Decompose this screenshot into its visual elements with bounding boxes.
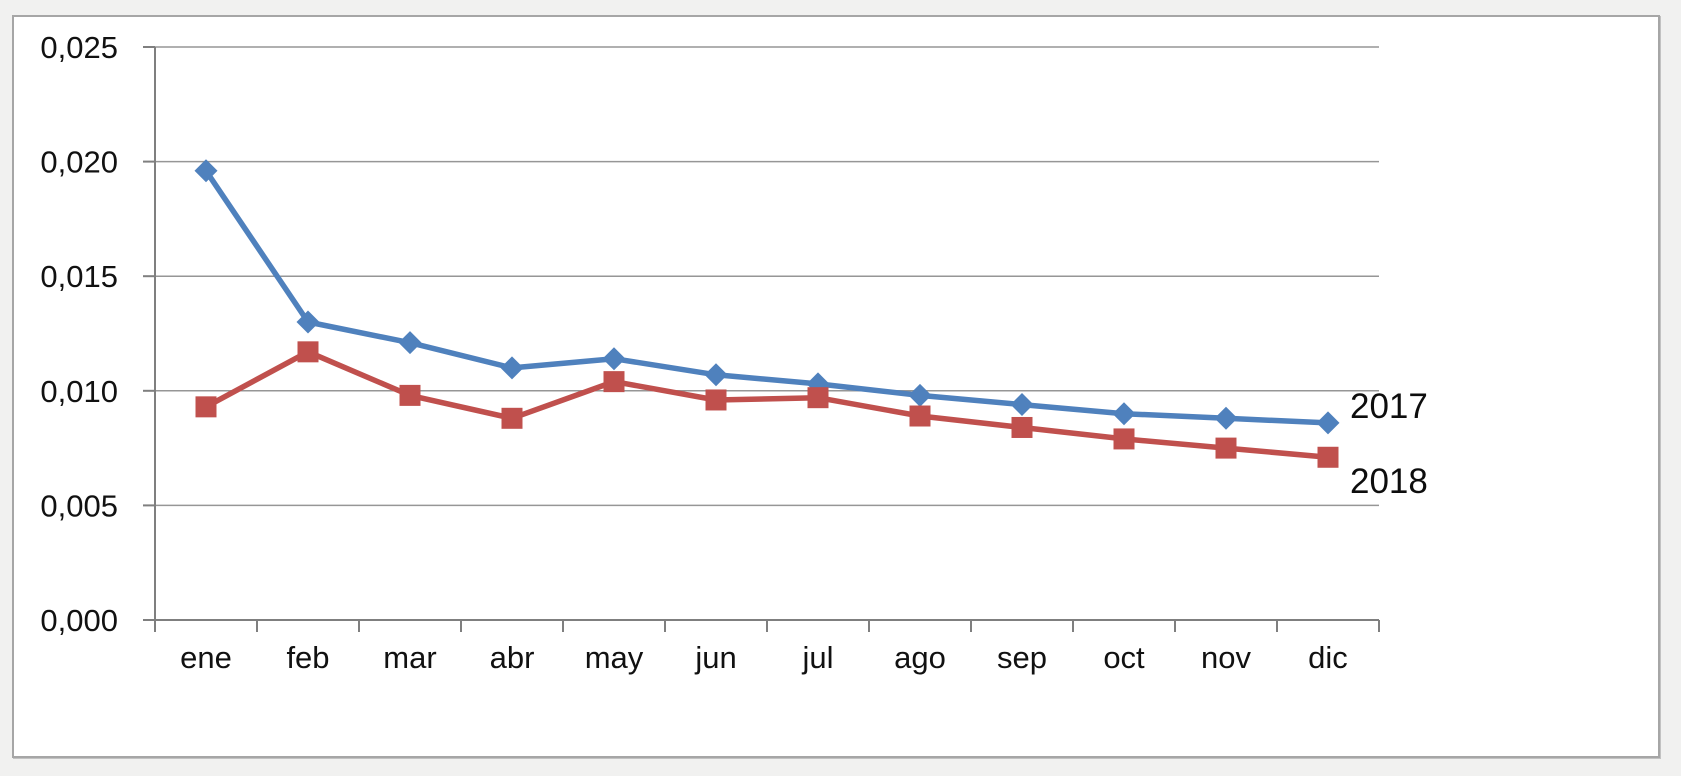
data-point-2017 xyxy=(1316,411,1340,435)
x-tick-label: ene xyxy=(180,640,232,675)
x-tick-label: oct xyxy=(1103,640,1145,675)
x-tick-label: mar xyxy=(383,640,436,675)
y-tick-label: 0,000 xyxy=(40,603,118,638)
data-point-2018 xyxy=(195,396,217,418)
data-point-2018 xyxy=(603,371,625,393)
data-point-2018 xyxy=(1317,446,1339,468)
x-tick-label: ago xyxy=(894,640,946,675)
data-point-2018 xyxy=(909,405,931,427)
data-point-2018 xyxy=(297,341,319,363)
data-point-2017 xyxy=(1214,406,1238,430)
data-point-2018 xyxy=(1011,416,1033,438)
series-label-2018: 2018 xyxy=(1350,462,1428,501)
x-tick-label: nov xyxy=(1201,640,1251,675)
data-point-2018 xyxy=(1113,428,1135,450)
x-tick-label: jun xyxy=(694,640,736,675)
x-tick-label: may xyxy=(585,640,644,675)
data-point-2017 xyxy=(296,310,320,334)
x-tick-label: jul xyxy=(801,640,833,675)
series-label-2017: 2017 xyxy=(1350,387,1428,426)
data-point-2017 xyxy=(1010,393,1034,417)
data-point-2018 xyxy=(501,407,523,429)
y-tick-label: 0,025 xyxy=(40,30,118,65)
y-tick-label: 0,005 xyxy=(40,488,118,523)
series-line-2017 xyxy=(203,168,1331,426)
y-tick-label: 0,015 xyxy=(40,259,118,294)
data-point-2017 xyxy=(602,347,626,371)
data-point-2018 xyxy=(807,387,829,409)
data-point-2017 xyxy=(908,383,932,407)
x-tick-label: abr xyxy=(490,640,535,675)
x-tick-label: dic xyxy=(1308,640,1348,675)
series-line-2018 xyxy=(203,349,1331,461)
data-point-2017 xyxy=(1112,402,1136,426)
data-point-2018 xyxy=(705,389,727,411)
y-tick-label: 0,010 xyxy=(40,374,118,409)
data-point-2017 xyxy=(704,363,728,387)
data-point-2018 xyxy=(399,384,421,406)
data-point-2017 xyxy=(398,331,422,355)
data-point-2017 xyxy=(500,356,524,380)
data-point-2017 xyxy=(194,159,218,183)
y-tick-label: 0,020 xyxy=(40,145,118,180)
data-point-2018 xyxy=(1215,437,1237,459)
x-tick-label: sep xyxy=(997,640,1047,675)
x-tick-label: feb xyxy=(286,640,329,675)
